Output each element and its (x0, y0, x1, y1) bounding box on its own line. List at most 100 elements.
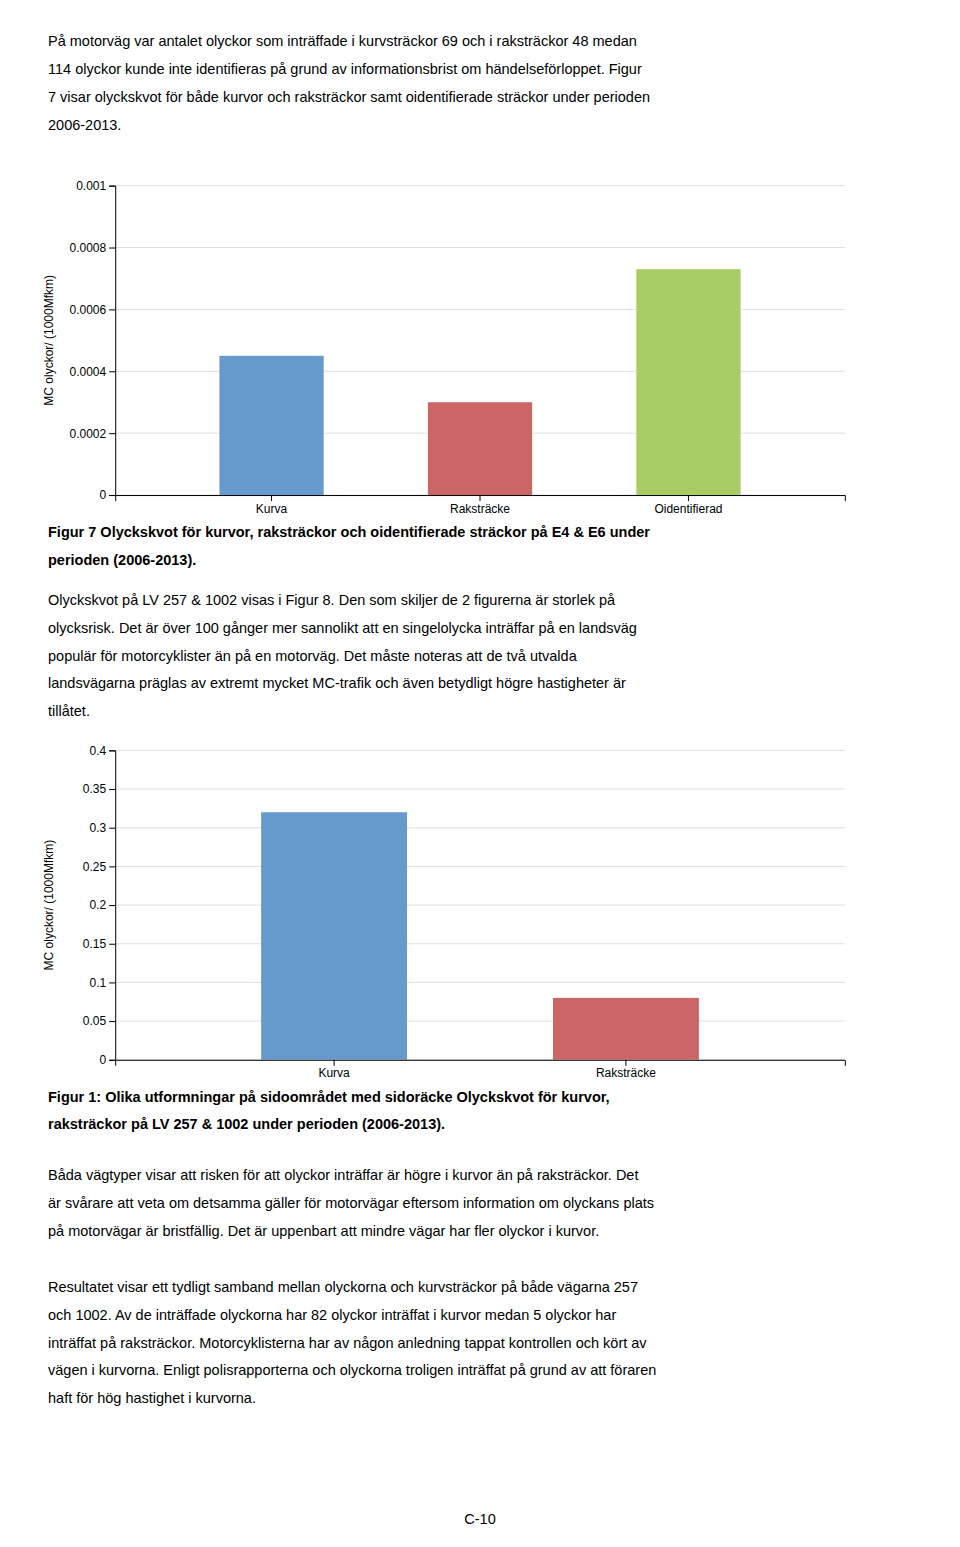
y-tick: 0.4 (90, 744, 116, 758)
y-tick-label: 0.25 (83, 860, 107, 874)
x-tick-mark (271, 495, 272, 501)
x-tick-mark (625, 1060, 626, 1066)
body-text: 114 olyckor kunde inte identifieras på g… (48, 61, 642, 77)
y-tick-label: 0.0008 (69, 241, 106, 255)
x-tick-mark (480, 495, 481, 501)
grid-line (115, 866, 845, 867)
y-tick-mark (109, 371, 115, 372)
y-tick: 0.35 (83, 782, 115, 796)
y-tick-label: 0.35 (83, 782, 107, 796)
y-tick-label: 0.05 (83, 1014, 107, 1028)
body-text: 7 visar olyckskvot för både kurvor och r… (48, 89, 650, 105)
page: På motorväg var antalet olyckor som intr… (0, 0, 960, 1547)
y-tick: 0.0006 (69, 303, 115, 317)
y-tick-mark (109, 944, 115, 945)
y-tick-label: 0.3 (90, 821, 107, 835)
bar (553, 998, 699, 1060)
y-tick-mark (109, 433, 115, 434)
y-tick-mark (109, 248, 115, 249)
x-tick: Oidentifierad (654, 495, 722, 516)
y-axis-line (109, 186, 116, 495)
caption: perioden (2006-2013). (48, 552, 196, 568)
grid-line (115, 185, 845, 186)
body-text: populär för motorcyklister än på en moto… (48, 648, 578, 664)
x-tick: Raksträcke (450, 495, 510, 516)
x-tick-mark (688, 495, 689, 501)
y-tick-label: 0.0004 (69, 365, 106, 379)
y-tick-mark (109, 828, 115, 829)
body-text: Olyckskvot på LV 257 & 1002 visas i Figu… (48, 592, 616, 608)
bar (219, 356, 323, 495)
y-tick: 0.2 (90, 898, 116, 912)
y-tick: 0 (100, 1053, 116, 1067)
grid-line (115, 905, 845, 906)
caption: Figur 1: Olika utformningar på sidoområd… (48, 1089, 610, 1105)
y-tick-mark (109, 750, 115, 751)
body-text: inträffat på raksträckor. Motorcyklister… (48, 1335, 647, 1351)
body-text: och 1002. Av de inträffade olyckorna har… (48, 1307, 616, 1323)
x-tick-mark (334, 1060, 335, 1066)
y-tick-label: 0.15 (83, 937, 107, 951)
body-text: är svårare att veta om detsamma gäller f… (48, 1195, 654, 1211)
grid-line (115, 247, 845, 248)
y-tick-label: 0.0006 (69, 303, 106, 317)
grid-line (115, 789, 845, 790)
footer: C-10 (464, 1511, 495, 1527)
body-text: Resultatet visar ett tydligt samband mel… (48, 1279, 638, 1295)
chart: 0 0.05 0.1 0.15 0.2 0.25 0.3 0.35 0.4 Kurva Rakstr… (42, 744, 845, 1081)
y-tick: 0.0004 (69, 365, 115, 379)
y-tick: 0.0008 (69, 241, 115, 255)
y-tick: 0.25 (83, 860, 115, 874)
body-text: tillåtet. (48, 703, 90, 719)
y-tick: 0.05 (83, 1014, 115, 1028)
y-tick: 0.1 (90, 976, 116, 990)
x-tick: Raksträcke (596, 1060, 656, 1081)
caption: Figur 7 Olyckskvot för kurvor, raksträck… (48, 524, 650, 540)
y-tick-mark (109, 905, 115, 906)
body-text: på motorvägar är bristfällig. Det är upp… (48, 1223, 599, 1239)
y-tick-label: 0 (100, 488, 107, 502)
y-tick-mark (109, 495, 115, 496)
grid-line (115, 943, 845, 944)
x-axis-line (116, 1060, 846, 1066)
caption: raksträckor på LV 257 & 1002 under perio… (48, 1116, 445, 1132)
x-tick-label: Kurva (256, 502, 288, 516)
y-tick-label: 0.0002 (69, 427, 106, 441)
grid-line (115, 1021, 845, 1022)
body-text: landsvägarna präglas av extremt mycket M… (48, 675, 626, 691)
bar (636, 269, 740, 495)
x-tick-label: Raksträcke (596, 1066, 656, 1080)
bar (428, 402, 532, 495)
body-text: 2006-2013. (48, 117, 121, 133)
x-axis: Kurva Raksträcke (116, 1060, 846, 1081)
x-tick-label: Raksträcke (450, 502, 510, 516)
grid (115, 186, 845, 495)
y-tick: 0.0002 (69, 427, 115, 441)
chart: 00.00020.00040.00060.00080.001KurvaRakst… (42, 179, 845, 516)
body-text: vägen i kurvorna. Enligt polisrapportern… (48, 1362, 656, 1378)
y-tick-mark (109, 789, 115, 790)
y-axis-title: MC olyckor/ (1000Mfkm) (42, 275, 56, 406)
grid (115, 750, 845, 1059)
y-tick: 0.15 (83, 937, 115, 951)
y-tick-label: 0.2 (90, 898, 107, 912)
y-tick: 0 (100, 488, 116, 502)
y-axis-line (109, 751, 116, 1060)
x-tick: Kurva (318, 1060, 350, 1081)
body-text: olycksrisk. Det är över 100 gånger mer s… (48, 620, 637, 636)
grid-line (115, 750, 845, 751)
grid-line (115, 827, 845, 828)
background (0, 0, 960, 1547)
grid-line (115, 982, 845, 983)
bars (261, 812, 699, 1060)
y-tick-mark (109, 1021, 115, 1022)
x-tick-label: Oidentifierad (654, 502, 722, 516)
y-tick-mark (109, 866, 115, 867)
y-tick-mark (109, 1060, 115, 1061)
body-text: Båda vägtyper visar att risken för att o… (48, 1167, 638, 1183)
y-tick-label: 0.4 (90, 744, 107, 758)
y-axis-title: MC olyckor/ (1000Mfkm) (42, 840, 56, 971)
y-tick-mark (109, 982, 115, 983)
x-tick-label: Kurva (318, 1066, 350, 1080)
y-tick: 0.3 (90, 821, 116, 835)
